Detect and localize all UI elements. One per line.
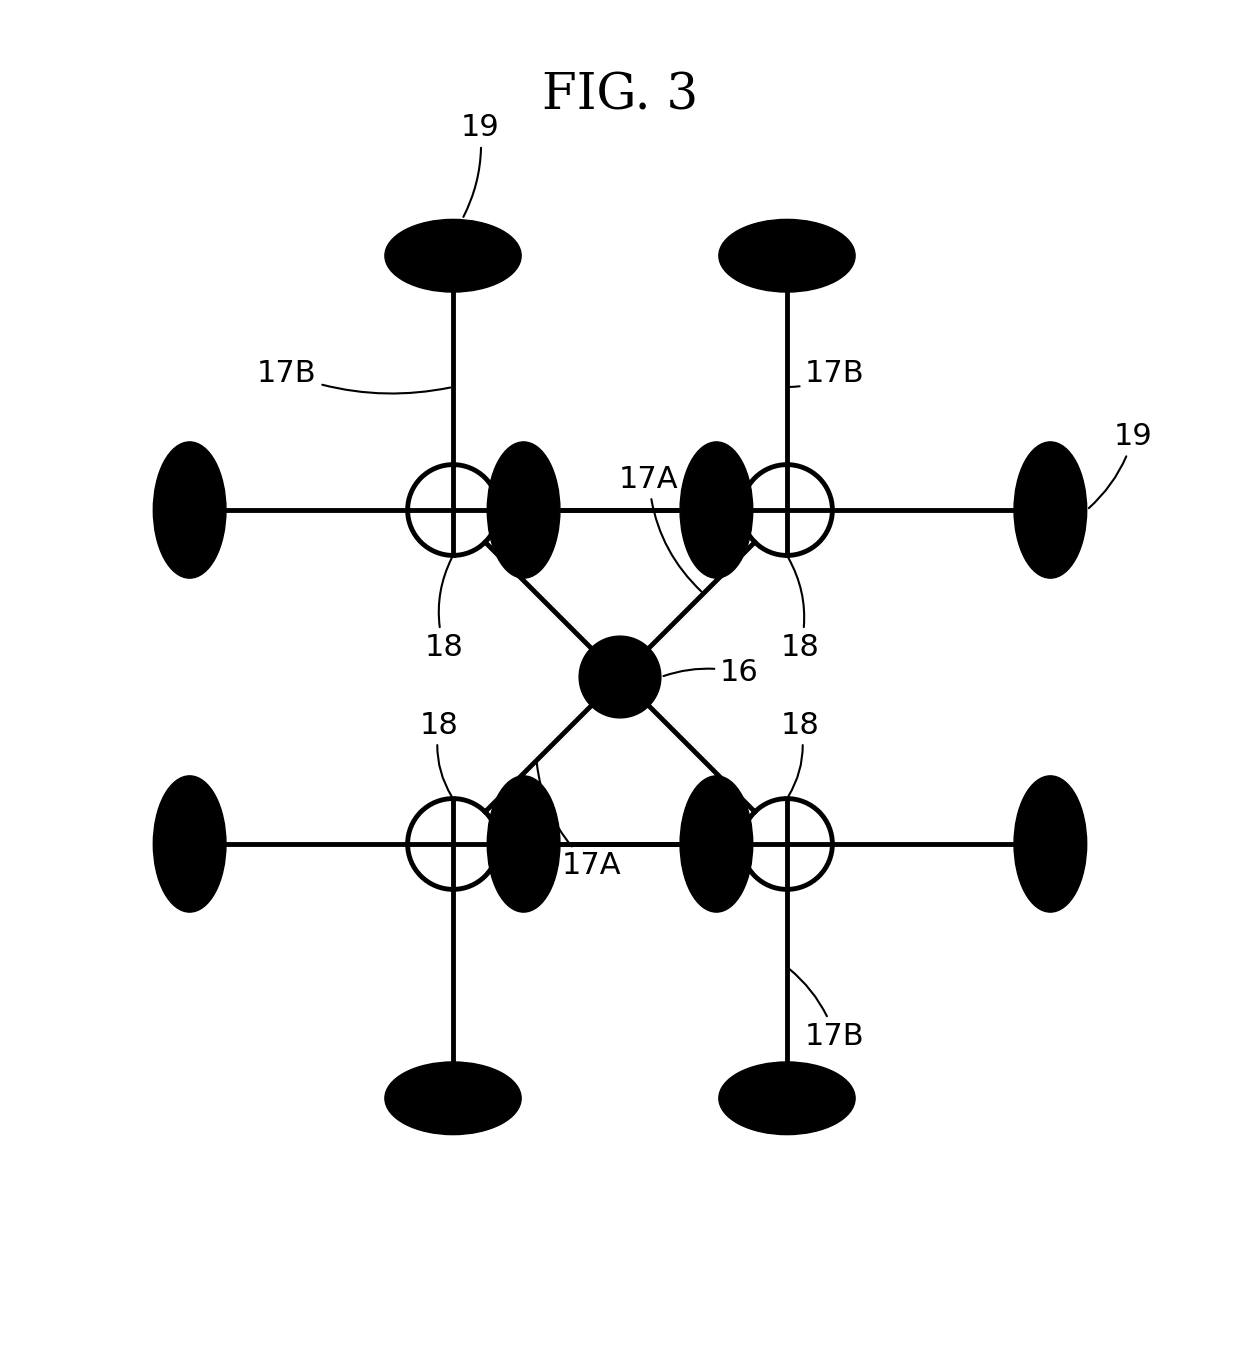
Ellipse shape — [384, 1062, 521, 1135]
Text: 18: 18 — [424, 558, 464, 662]
Ellipse shape — [487, 441, 560, 578]
Circle shape — [579, 636, 661, 718]
Ellipse shape — [154, 776, 226, 913]
Ellipse shape — [1014, 441, 1086, 578]
Ellipse shape — [1014, 776, 1086, 913]
Text: 16: 16 — [663, 658, 759, 686]
Ellipse shape — [154, 441, 226, 578]
Ellipse shape — [719, 1062, 856, 1135]
Ellipse shape — [680, 441, 753, 578]
Ellipse shape — [719, 219, 856, 292]
Text: 17A: 17A — [619, 464, 702, 592]
Text: 18: 18 — [781, 558, 820, 662]
Text: 19: 19 — [461, 114, 500, 217]
Text: 17B: 17B — [790, 359, 864, 387]
Text: 18: 18 — [781, 711, 820, 796]
Ellipse shape — [384, 219, 521, 292]
Text: 17B: 17B — [257, 359, 450, 394]
Ellipse shape — [680, 776, 753, 913]
Text: 19: 19 — [1089, 422, 1153, 508]
Text: 18: 18 — [420, 711, 459, 796]
Text: 17A: 17A — [537, 764, 621, 880]
Text: FIG. 3: FIG. 3 — [542, 70, 698, 121]
Text: 17B: 17B — [789, 969, 864, 1051]
Ellipse shape — [487, 776, 560, 913]
